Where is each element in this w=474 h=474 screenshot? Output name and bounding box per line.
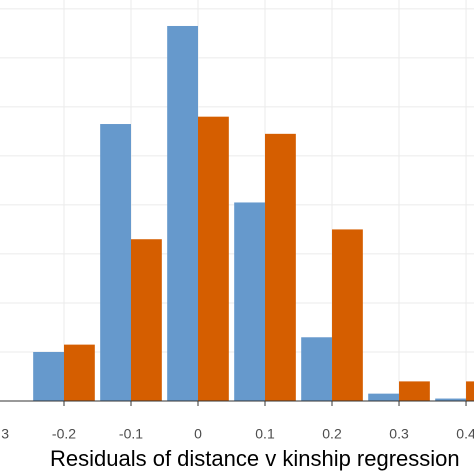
x-tick-label: 0 xyxy=(194,426,202,442)
bar xyxy=(198,116,229,402)
bar xyxy=(368,393,400,401)
bar xyxy=(63,344,95,401)
x-tick-label: -0.2 xyxy=(52,426,76,442)
x-tick-label: 0.1 xyxy=(255,426,275,442)
bar xyxy=(399,381,430,401)
bar xyxy=(33,351,64,401)
x-axis-title: Residuals of distance v kinship regressi… xyxy=(50,446,460,471)
bar xyxy=(435,398,467,401)
bar xyxy=(130,239,162,401)
bar xyxy=(466,381,474,401)
bar xyxy=(167,25,199,402)
x-tick-label: -0.1 xyxy=(119,426,143,442)
bar xyxy=(100,124,131,402)
bar xyxy=(234,202,266,401)
x-tick-label: 0.2 xyxy=(322,426,342,442)
x-tick-label: 0.4 xyxy=(456,426,474,442)
x-tick-label: 0.3 xyxy=(389,426,409,442)
bar xyxy=(265,133,296,401)
bar xyxy=(301,337,333,401)
bar xyxy=(332,229,363,401)
x-tick-label: -0.3 xyxy=(0,426,9,442)
